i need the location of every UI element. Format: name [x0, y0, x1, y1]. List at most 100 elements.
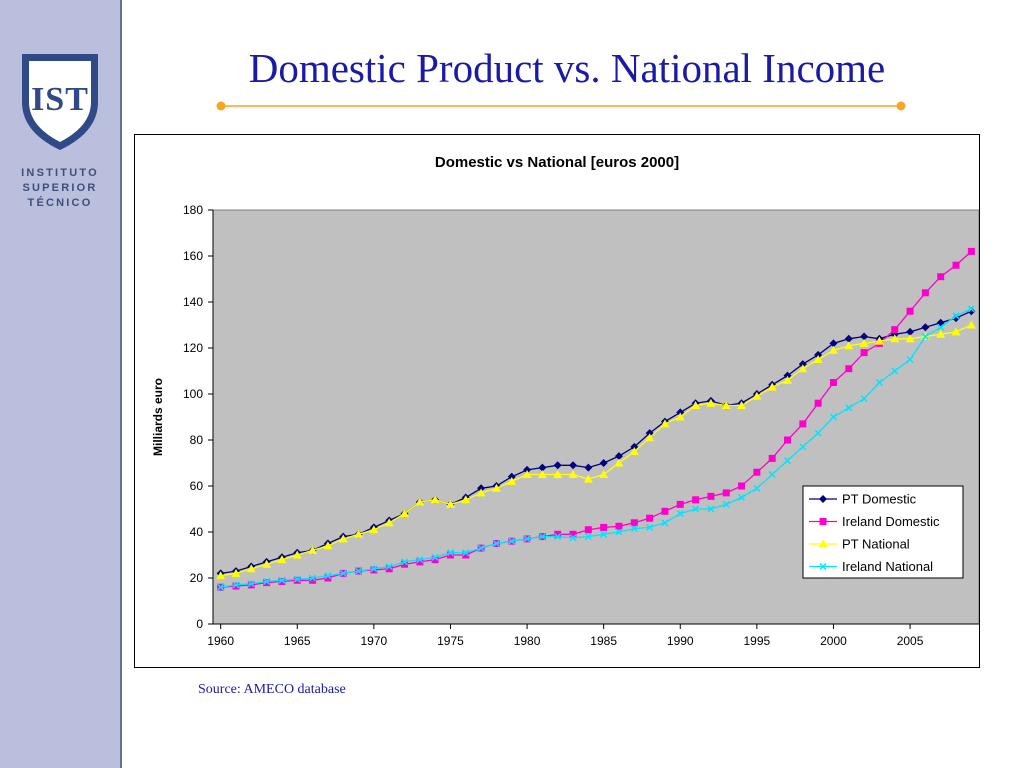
data-point: [768, 470, 776, 479]
data-point: [568, 470, 578, 478]
y-tick-label: 180: [183, 203, 203, 217]
data-point: [845, 365, 853, 373]
legend-label: Ireland Domestic: [842, 514, 940, 529]
data-point: [247, 580, 255, 588]
data-point: [707, 505, 715, 513]
data-point: [415, 497, 425, 506]
data-point: [828, 345, 838, 354]
x-tick-label: 1990: [667, 634, 694, 648]
data-point: [416, 556, 424, 564]
data-point: [829, 339, 838, 348]
data-point: [491, 483, 501, 492]
data-point: [676, 510, 684, 518]
data-point: [798, 364, 808, 373]
data-point: [661, 507, 669, 515]
data-point: [462, 549, 470, 557]
data-point: [584, 526, 592, 534]
y-tick-label: 0: [196, 617, 203, 631]
data-point: [676, 408, 685, 417]
data-point: [860, 332, 869, 341]
slide-title: Domestic Product vs. National Income: [248, 45, 886, 91]
data-point: [355, 567, 363, 575]
data-point: [921, 332, 929, 341]
data-point: [232, 582, 240, 590]
data-point: [263, 579, 271, 587]
data-point: [738, 493, 746, 502]
data-point: [522, 470, 532, 478]
data-point: [921, 289, 929, 297]
ist-logo: IST: [22, 54, 98, 150]
y-tick-label: 100: [183, 387, 203, 401]
data-point: [646, 523, 654, 531]
source-note: Source: AMECO database: [198, 682, 346, 697]
data-point: [446, 551, 454, 559]
x-tick-label: 1960: [207, 634, 234, 648]
data-point: [538, 463, 547, 472]
data-point: [462, 551, 470, 559]
series-3: [217, 305, 975, 591]
legend-item: Ireland National: [809, 559, 933, 574]
data-point: [675, 412, 685, 421]
data-point: [615, 522, 623, 530]
x-tick-label: 1965: [284, 634, 311, 648]
legend-marker: [819, 562, 827, 571]
data-point: [600, 530, 608, 538]
data-point: [829, 379, 837, 386]
data-point: [874, 336, 884, 345]
x-tick-label: 1980: [514, 634, 541, 648]
data-point: [431, 556, 439, 564]
data-point: [278, 577, 286, 585]
data-point: [278, 576, 286, 584]
institution-line-3: TÉCNICO: [27, 197, 93, 209]
data-point: [860, 349, 868, 357]
data-point: [217, 583, 225, 591]
x-tick-label: 1985: [590, 634, 617, 648]
data-point: [553, 470, 563, 478]
data-point: [936, 329, 946, 338]
data-point: [952, 314, 961, 323]
data-point: [767, 382, 777, 391]
data-point: [906, 355, 914, 364]
data-point: [844, 334, 853, 343]
data-point: [247, 581, 255, 589]
data-point: [431, 553, 439, 561]
data-point: [875, 378, 883, 387]
data-point: [216, 571, 226, 580]
data-point: [384, 518, 394, 527]
y-tick-label: 120: [183, 341, 203, 355]
data-point: [370, 566, 378, 574]
data-point: [554, 533, 562, 541]
x-tick-label: 2005: [897, 634, 924, 648]
data-point: [721, 401, 731, 409]
data-point: [645, 433, 655, 442]
y-tick-label: 160: [183, 249, 203, 263]
data-point: [814, 429, 822, 437]
data-point: [583, 474, 593, 483]
data-point: [691, 401, 701, 409]
data-point: [277, 555, 287, 564]
data-point: [615, 528, 623, 536]
data-point: [799, 443, 807, 451]
data-point: [584, 533, 592, 541]
axes: 0 20 40 60 80 100 120 140 160 180 1960 1965 1970 1975…: [183, 203, 979, 648]
legend-marker: [819, 495, 827, 503]
data-point: [461, 495, 471, 504]
data-point: [967, 305, 975, 313]
data-point: [231, 568, 241, 577]
data-point: [569, 534, 577, 542]
institution-name: INSTITUTO SUPERIOR TÉCNICO: [0, 166, 120, 211]
institution-line-2: SUPERIOR: [22, 182, 98, 194]
y-tick-label: 60: [190, 479, 204, 493]
data-point: [722, 500, 730, 508]
data-point: [966, 320, 976, 329]
data-point: [324, 572, 332, 580]
data-point: [508, 537, 516, 545]
data-point: [676, 500, 684, 508]
data-point: [538, 533, 546, 541]
legend: PT Domestic Ireland Domestic PT National Ir…: [802, 485, 964, 579]
data-point: [523, 535, 531, 543]
data-point: [845, 404, 853, 412]
data-point: [859, 338, 869, 347]
data-point: [246, 564, 256, 573]
legend-marker: [819, 518, 827, 525]
